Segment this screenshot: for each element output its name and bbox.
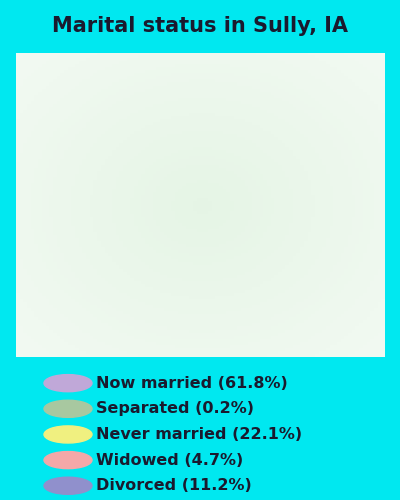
Wedge shape — [75, 140, 138, 299]
Wedge shape — [116, 83, 325, 333]
Wedge shape — [95, 112, 142, 160]
Circle shape — [44, 477, 92, 494]
Text: Widowed (4.7%): Widowed (4.7%) — [96, 452, 243, 468]
Text: Now married (61.8%): Now married (61.8%) — [96, 376, 288, 390]
Text: Never married (22.1%): Never married (22.1%) — [96, 427, 302, 442]
Circle shape — [44, 426, 92, 443]
Circle shape — [44, 400, 92, 417]
Text: Separated (0.2%): Separated (0.2%) — [96, 402, 254, 416]
Circle shape — [44, 374, 92, 392]
Text: City-Data.com: City-Data.com — [260, 72, 335, 82]
Wedge shape — [119, 83, 200, 140]
Text: Marital status in Sully, IA: Marital status in Sully, IA — [52, 16, 348, 36]
Wedge shape — [114, 274, 139, 300]
Text: Divorced (11.2%): Divorced (11.2%) — [96, 478, 252, 493]
Circle shape — [44, 452, 92, 468]
